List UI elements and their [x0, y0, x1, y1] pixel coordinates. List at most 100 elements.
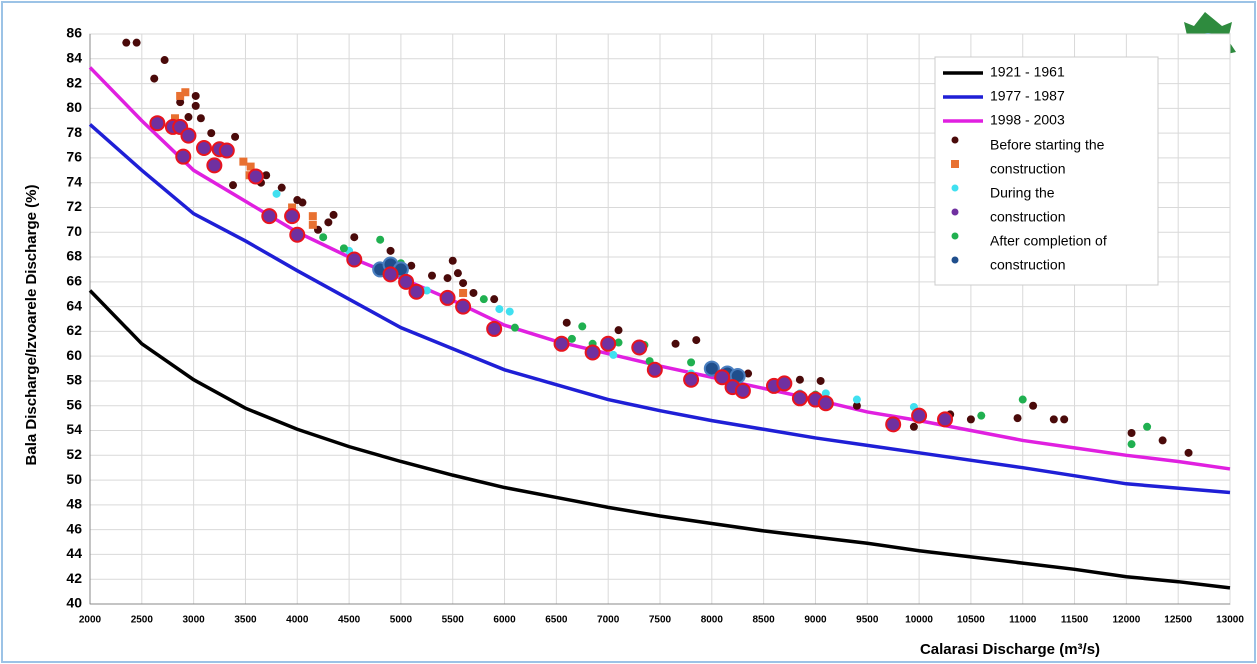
point: [122, 38, 131, 47]
point: [885, 416, 902, 433]
x-tick-label: 6500: [545, 615, 568, 626]
point: [490, 295, 499, 304]
point: [272, 189, 281, 198]
legend-box: [934, 56, 1159, 286]
point: [776, 375, 793, 392]
point: [1049, 415, 1058, 424]
x-tick-label: 8000: [701, 615, 724, 626]
x-tick-label: 12000: [1112, 615, 1140, 626]
legend-label: 1921 - 1961: [990, 64, 1065, 80]
legend-label: Before starting the: [990, 137, 1105, 153]
legend-label: 1977 - 1987: [990, 88, 1065, 104]
point: [703, 360, 720, 377]
point: [1018, 395, 1027, 404]
point: [459, 288, 468, 297]
point: [714, 369, 731, 386]
point: [687, 358, 696, 367]
point: [911, 407, 928, 424]
point: [181, 88, 190, 97]
point: [1029, 401, 1038, 410]
y-tick-label: 48: [66, 496, 82, 512]
x-tick-label: 10000: [905, 615, 933, 626]
point: [231, 132, 240, 141]
point: [376, 235, 385, 244]
point: [247, 168, 264, 185]
point: [1184, 448, 1193, 457]
y-axis-title: Bala Discharge/Izvoarele Discharge (%): [23, 185, 40, 466]
y-tick-label: 80: [66, 99, 82, 115]
point: [218, 142, 235, 159]
point: [486, 320, 503, 337]
point: [448, 256, 457, 265]
point: [1060, 415, 1069, 424]
legend-label: construction: [990, 257, 1065, 273]
point: [207, 129, 216, 138]
y-tick-label: 54: [66, 421, 82, 437]
point: [455, 298, 472, 315]
point: [382, 266, 399, 283]
legend-label: construction: [990, 209, 1065, 225]
point: [176, 91, 185, 100]
x-tick-label: 2500: [131, 615, 154, 626]
x-tick-label: 9500: [856, 615, 879, 626]
point: [816, 376, 825, 385]
point: [966, 415, 975, 424]
point: [262, 171, 271, 180]
point: [951, 256, 959, 264]
point: [1127, 440, 1136, 449]
point: [246, 162, 255, 171]
y-tick-label: 76: [66, 149, 82, 165]
legend-label: 1998 - 2003: [990, 112, 1065, 128]
x-tick-label: 3500: [234, 615, 257, 626]
x-tick-label: 13000: [1216, 615, 1244, 626]
point: [646, 361, 663, 378]
point: [261, 208, 278, 225]
point: [229, 181, 238, 190]
point: [184, 113, 193, 122]
point: [734, 382, 751, 399]
y-tick-label: 66: [66, 273, 82, 289]
y-tick-label: 62: [66, 322, 82, 338]
point: [196, 140, 212, 156]
point: [180, 127, 197, 144]
point: [951, 136, 959, 144]
point: [191, 91, 200, 100]
y-tick-label: 40: [66, 595, 82, 611]
point: [1143, 422, 1152, 431]
x-tick-label: 11000: [1009, 615, 1037, 626]
point: [600, 335, 617, 352]
point: [239, 157, 248, 166]
legend-label: construction: [990, 161, 1065, 177]
point: [339, 244, 348, 253]
legend-label: During the: [990, 185, 1055, 201]
point: [1127, 429, 1136, 437]
point: [562, 318, 571, 327]
point: [289, 226, 306, 243]
point: [175, 148, 192, 165]
legend: 1921 - 1961 1977 - 1987 1998 - 2003 Before …: [934, 56, 1159, 286]
point: [191, 101, 200, 110]
y-tick-label: 72: [66, 198, 82, 214]
point: [567, 334, 576, 343]
x-tick-label: 11500: [1061, 615, 1089, 626]
y-tick-label: 70: [66, 223, 82, 239]
x-tick-label: 7500: [649, 615, 672, 626]
x-tick-label: 4000: [286, 615, 309, 626]
point: [791, 390, 808, 407]
line: [88, 289, 1231, 590]
point: [852, 395, 861, 404]
point: [909, 422, 918, 431]
point: [578, 322, 587, 331]
x-tick-label: 9000: [804, 615, 827, 626]
y-tick-label: 42: [66, 570, 82, 586]
point: [453, 269, 462, 278]
point: [795, 375, 804, 384]
x-tick-label: 4500: [338, 615, 361, 626]
y-tick-label: 50: [66, 471, 82, 487]
point: [196, 114, 205, 123]
x-tick-label: 3000: [183, 615, 206, 626]
point: [329, 210, 338, 219]
point: [951, 160, 959, 168]
x-tick-label: 5500: [442, 615, 465, 626]
point: [744, 369, 753, 378]
